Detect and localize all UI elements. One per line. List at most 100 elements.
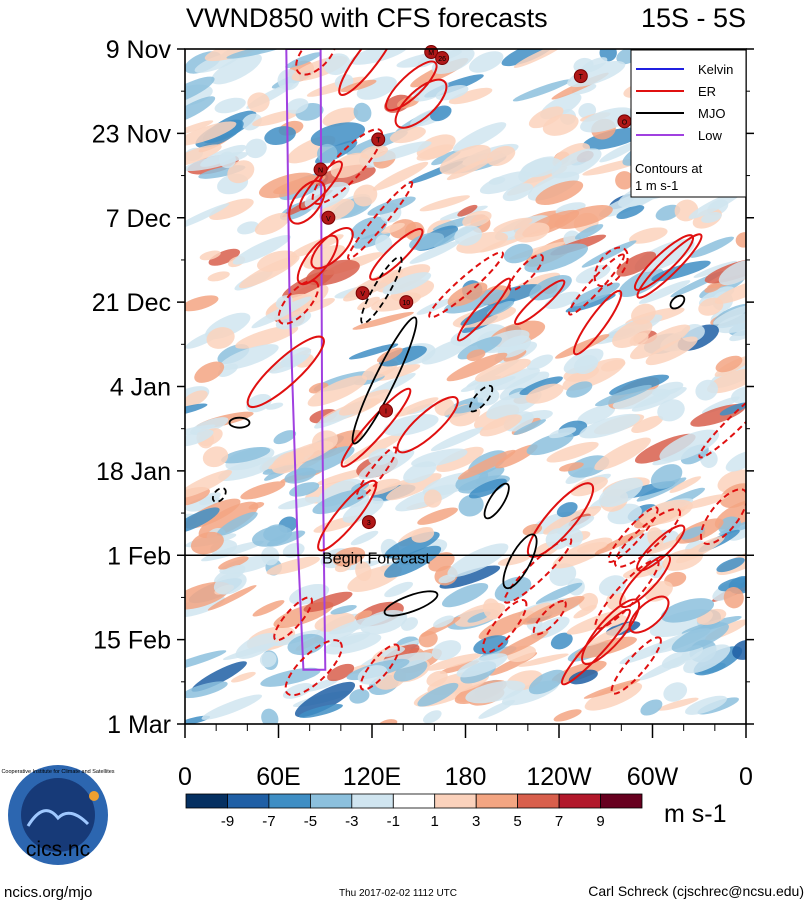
er-contour — [532, 599, 567, 636]
legend: Kelvin ER MJO Low Contours at 1 m s-1 — [630, 49, 747, 198]
anomaly-cell — [353, 184, 378, 207]
anomaly-cell — [230, 671, 256, 683]
colorbar-label: -7 — [262, 813, 275, 830]
er-contour — [572, 289, 623, 356]
anomaly-cell — [600, 359, 626, 372]
y-tick-label: 18 Jan — [96, 458, 171, 486]
anomaly-cell — [478, 610, 534, 640]
storm-label: T — [579, 74, 584, 81]
anomaly-cell — [207, 585, 257, 611]
anomaly-cell — [723, 587, 744, 609]
chart-title: VWND850 with CFS forecasts — [186, 3, 548, 33]
anomaly-cell — [729, 326, 746, 342]
storm-label: V — [326, 216, 331, 223]
anomaly-cell — [693, 260, 738, 278]
legend-label: ER — [698, 84, 716, 99]
anomaly-cell — [629, 227, 668, 244]
anomaly-cell — [716, 557, 745, 573]
anomaly-cell — [728, 524, 746, 541]
anomaly-cell — [430, 427, 485, 452]
anomaly-cell — [647, 527, 664, 548]
anomaly-cell — [659, 429, 720, 462]
anomaly-cell — [323, 53, 351, 76]
anomaly-cell — [393, 659, 428, 682]
anomaly-cell — [612, 319, 653, 348]
anomaly-cell — [553, 709, 582, 722]
anomaly-cell — [218, 556, 249, 570]
anomaly-cell — [207, 271, 230, 282]
er-contour — [481, 599, 528, 654]
anomaly-cell — [680, 526, 705, 540]
footer-right: Carl Schreck (cjschrec@ncsu.edu) — [588, 883, 804, 899]
forecast-start-label: Begin Forecast — [322, 550, 430, 567]
anomaly-cell — [618, 268, 665, 298]
anomaly-cell — [715, 355, 743, 373]
anomaly-cell — [568, 669, 598, 685]
anomaly-cell — [663, 682, 688, 702]
anomaly-cell — [502, 183, 534, 202]
y-tick-label: 7 Dec — [106, 205, 171, 233]
colorbar-swatch — [517, 793, 560, 809]
anomaly-cell — [296, 446, 355, 476]
anomaly-cell — [266, 556, 320, 575]
anomaly-cell — [441, 582, 489, 608]
colorbar-label: 5 — [513, 813, 521, 830]
legend-label: Kelvin — [698, 62, 733, 77]
anomaly-cell — [580, 107, 635, 133]
anomaly-cell — [294, 681, 356, 718]
anomaly-cell — [384, 545, 442, 578]
anomaly-cell — [448, 87, 493, 105]
anomaly-cell — [497, 554, 530, 566]
anomaly-cell — [490, 367, 540, 391]
anomaly-cell — [655, 204, 681, 221]
cics-logo: Cooperative Institute for Climate and Sa… — [1, 765, 115, 865]
anomaly-cell — [671, 622, 729, 653]
storm-label: 10 — [402, 300, 410, 307]
anomaly-cell — [266, 402, 284, 410]
anomaly-cell — [185, 121, 237, 146]
anomaly-cell — [456, 653, 508, 678]
colorbar-swatch — [227, 793, 270, 809]
logo-wave-icon — [26, 809, 90, 827]
anomaly-cell — [513, 419, 547, 435]
er-contour — [338, 49, 399, 96]
anomaly-cell — [718, 259, 746, 286]
anomaly-cell — [446, 352, 508, 382]
anomaly-cell — [289, 234, 344, 258]
storm-marker: V — [355, 286, 370, 301]
er-contour — [508, 253, 544, 292]
anomaly-cell — [213, 572, 247, 595]
anomaly-cell — [570, 476, 608, 497]
er-contour — [310, 227, 354, 270]
anomaly-cell — [380, 222, 405, 234]
anomaly-cell — [355, 561, 372, 582]
storm-marker: 3 — [361, 515, 376, 530]
anomaly-cell — [298, 703, 343, 719]
y-tick-label: 21 Dec — [92, 289, 171, 317]
anomaly-cell — [598, 575, 627, 596]
anomaly-cell — [273, 430, 297, 445]
x-tick-label: 60W — [627, 763, 679, 791]
er-contour — [311, 128, 384, 205]
storm-markers: M 26 T T N V V 10 I 3 O — [313, 45, 632, 530]
anomaly-cell — [577, 405, 616, 425]
logo-ring-text: Cooperative Institute for Climate and Sa… — [1, 769, 114, 775]
anomaly-cell — [528, 106, 564, 129]
footer-left: ncics.org/mjo — [4, 884, 92, 901]
er-contour — [560, 608, 631, 686]
er-contour — [355, 446, 398, 500]
anomaly-cell — [615, 171, 634, 190]
storm-label: V — [360, 291, 365, 298]
anomaly-cell — [556, 502, 578, 518]
anomaly-cell — [372, 161, 429, 191]
colorbar-label: -9 — [221, 813, 234, 830]
anomaly-cell — [714, 278, 746, 304]
anomaly-cell — [273, 174, 326, 195]
anomaly-cell — [725, 450, 746, 472]
anomaly-cell — [535, 582, 583, 605]
anomaly-cell — [418, 631, 438, 648]
anomaly-cell — [185, 469, 232, 499]
anomaly-cell — [185, 151, 249, 172]
storm-icon — [321, 210, 336, 225]
er-contour — [246, 335, 325, 409]
